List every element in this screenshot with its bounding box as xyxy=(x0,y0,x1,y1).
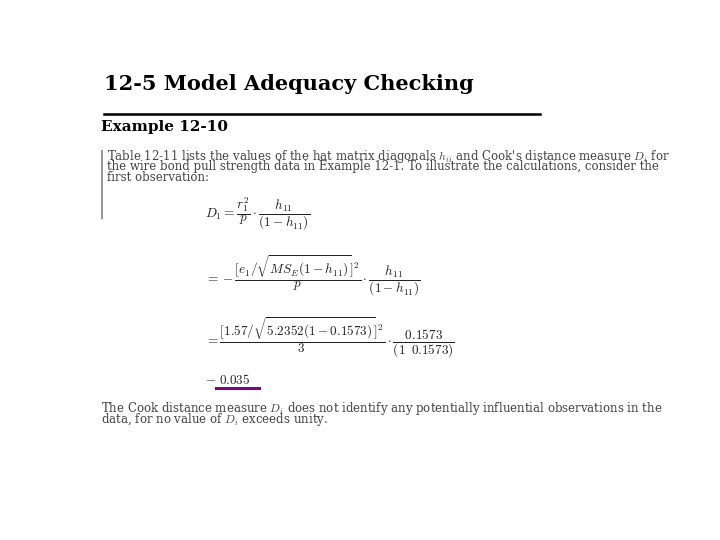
Text: 12-5 Model Adequacy Checking: 12-5 Model Adequacy Checking xyxy=(104,74,474,94)
Bar xyxy=(101,150,103,219)
Text: $= \dfrac{[1.57/\sqrt{5.2352(1 - 0.1573)}]^2}{3} \cdot \dfrac{0.1573}{(1 \;\; 0.: $= \dfrac{[1.57/\sqrt{5.2352(1 - 0.1573)… xyxy=(204,315,454,360)
Text: Example 12-10: Example 12-10 xyxy=(101,120,228,134)
Text: first observation:: first observation: xyxy=(107,171,209,184)
Text: The Cook distance measure $D_i$ does not identify any potentially influential ob: The Cook distance measure $D_i$ does not… xyxy=(101,400,662,417)
Text: $= -\dfrac{[e_1/\sqrt{MS_E(1 - h_{11})}]^2}{p} \cdot \dfrac{h_{11}}{(1 - h_{11}): $= -\dfrac{[e_1/\sqrt{MS_E(1 - h_{11})}]… xyxy=(204,253,420,298)
Text: data, for no value of $D_i$ exceeds unity.: data, for no value of $D_i$ exceeds unit… xyxy=(101,411,328,428)
Text: Table 12-11 lists the values of the hat matrix diagonals $h_{ii}$ and Cook's dis: Table 12-11 lists the values of the hat … xyxy=(107,148,670,165)
Text: the wire bond pull strength data in Example 12-1. To illustrate the calculations: the wire bond pull strength data in Exam… xyxy=(107,159,659,172)
Text: $D_1 = \dfrac{r_1^2}{p} \cdot \dfrac{h_{11}}{(1 - h_{11})}$: $D_1 = \dfrac{r_1^2}{p} \cdot \dfrac{h_{… xyxy=(204,195,310,232)
Text: $-\ 0.035$: $-\ 0.035$ xyxy=(204,373,250,387)
